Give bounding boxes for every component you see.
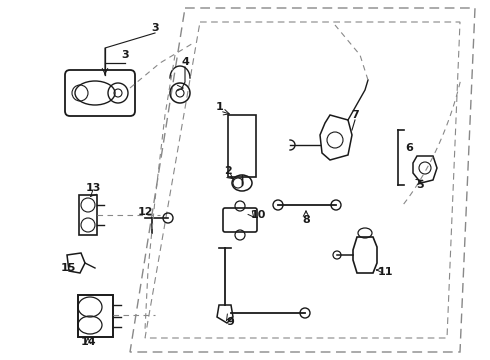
Text: 8: 8: [302, 215, 310, 225]
Text: 12: 12: [137, 207, 153, 217]
Text: 3: 3: [121, 50, 129, 60]
Text: 11: 11: [377, 267, 393, 277]
Text: 9: 9: [226, 317, 234, 327]
Text: 1: 1: [216, 102, 224, 112]
Text: 7: 7: [351, 110, 359, 120]
Text: 15: 15: [60, 263, 75, 273]
Text: 5: 5: [416, 180, 424, 190]
Text: 14: 14: [80, 337, 96, 347]
Bar: [79, 195, 97, 235]
Bar: [78, 295, 113, 337]
Text: 10: 10: [250, 210, 266, 220]
Text: 13: 13: [85, 183, 100, 193]
Text: 6: 6: [405, 143, 413, 153]
Bar: [228, 115, 256, 177]
Text: 3: 3: [151, 23, 159, 33]
Text: 2: 2: [224, 166, 232, 176]
Text: 4: 4: [181, 57, 189, 67]
